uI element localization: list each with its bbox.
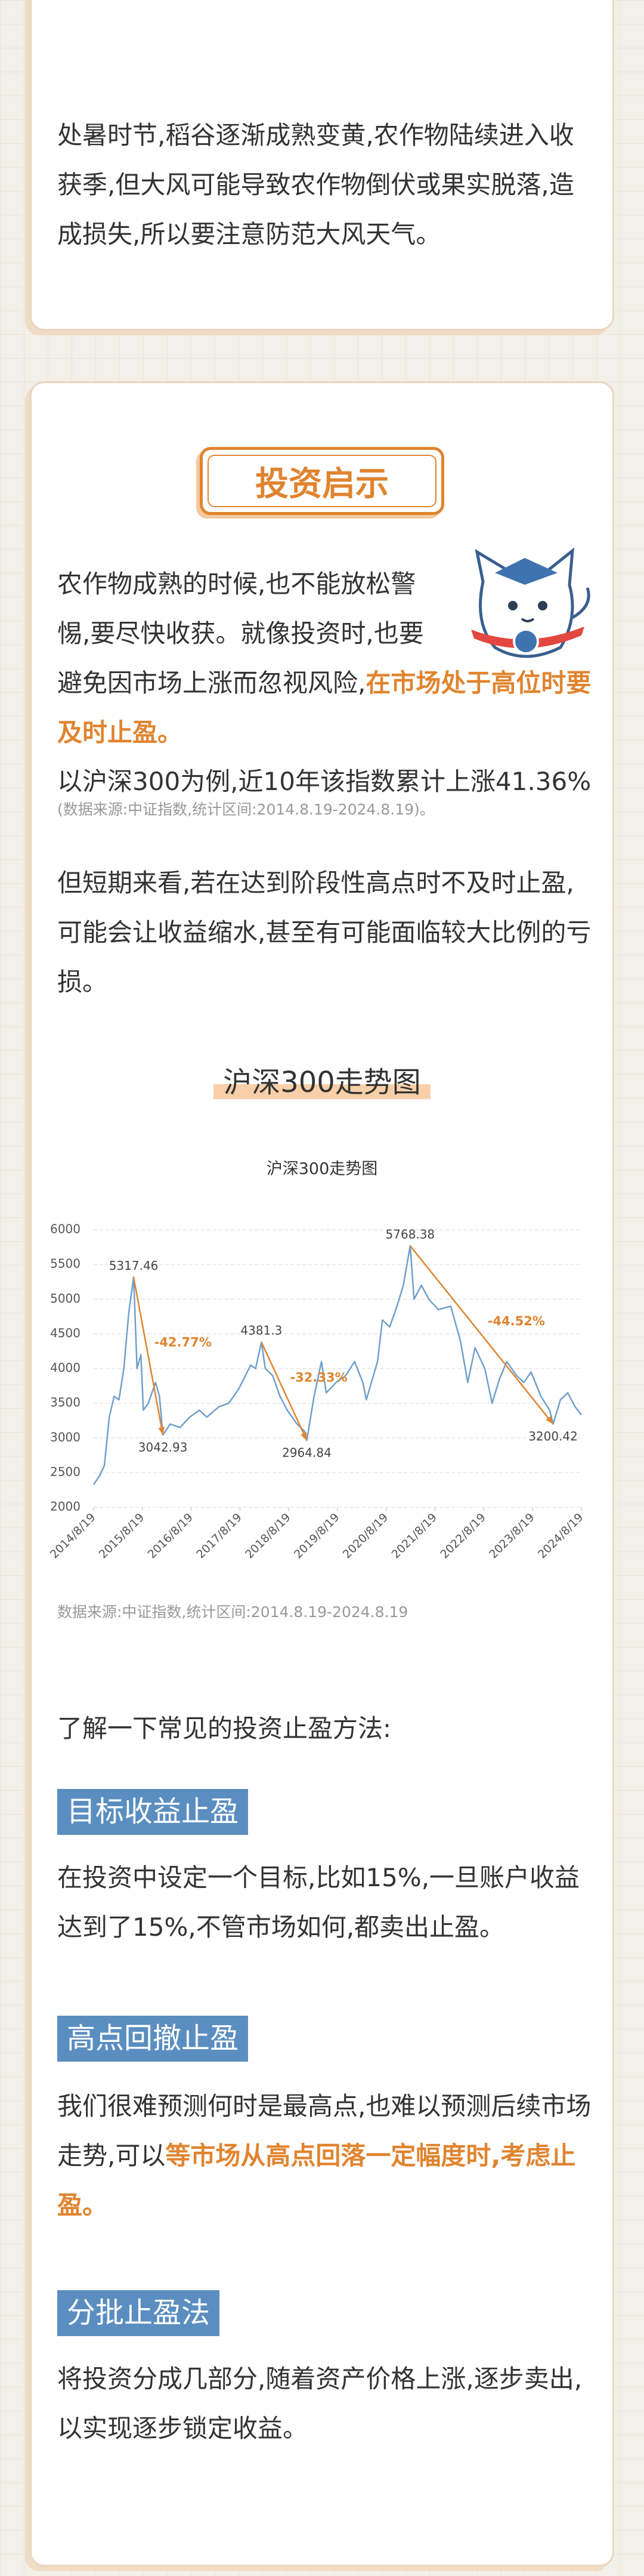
chart-title: 沪深300走势图: [267, 1160, 378, 1179]
extreme-label: 4381.3: [240, 1324, 282, 1338]
chart-heading-text: 沪深300走势图: [213, 1066, 431, 1099]
arrow-head: [546, 1415, 553, 1424]
method-heading: 分批止盈法: [57, 2290, 220, 2336]
x-tick-label: 2020/8/19: [340, 1511, 391, 1561]
arrow-head: [301, 1432, 307, 1440]
text: 我们很难预测何时是最高点,也难以预测后续市场走势,可以: [57, 2091, 592, 2170]
x-tick-label: 2015/8/19: [97, 1511, 147, 1561]
example: 以沪深300为例,近10年该指数累计上涨41.36%: [57, 767, 592, 796]
insight-card: [30, 381, 614, 2566]
x-tick-label: 2021/8/19: [389, 1511, 439, 1561]
extreme-label: 3200.42: [528, 1429, 578, 1443]
arrow-head: [158, 1427, 165, 1435]
chart: 沪深300走势图 数据来源:中证指数,统计区间:2014.8.19-2024.8…: [48, 1160, 586, 1621]
badge: 投资启示: [200, 447, 444, 515]
method-text: 在投资中设定一个目标,比如15%,一旦账户收益达到了15%,不管市场如何,都卖出…: [57, 1853, 592, 1952]
drawdown-label: -42.77%: [154, 1335, 212, 1350]
x-tick-label: 2017/8/19: [194, 1511, 244, 1561]
y-tick-label: 2500: [50, 1464, 80, 1479]
x-tick-label: 2023/8/19: [487, 1511, 537, 1561]
highlight: 等市场从高点回落一定幅度时,考虑止盈。: [57, 2141, 576, 2220]
mascot-spacer: [442, 559, 592, 655]
intro-text: 处暑时节,稻谷逐渐成熟变黄,农作物陆续进入收获季,但大风可能导致农作物倒伏或果实…: [57, 121, 574, 249]
x-tick-label: 2014/8/19: [48, 1511, 98, 1561]
extreme-label: 5768.38: [386, 1227, 435, 1241]
text: 将投资分成几部分,随着资产价格上涨,逐步卖出,以实现逐步锁定收益。: [57, 2364, 583, 2443]
x-tick-label: 2024/8/19: [535, 1511, 586, 1561]
index-line: [92, 1245, 582, 1485]
y-tick-label: 4500: [50, 1326, 80, 1340]
y-tick-label: 3000: [50, 1430, 80, 1444]
y-tick-label: 2000: [50, 1500, 80, 1514]
text: 农作物成熟的时候,也不能放松警惕,要尽快收获。就像投资时,也要避免因市场上涨而忽…: [57, 569, 424, 698]
x-tick-label: 2019/8/19: [292, 1511, 342, 1561]
intro-card: [30, 0, 614, 331]
drawdown-label: -44.52%: [488, 1314, 545, 1328]
y-tick-label: 5500: [50, 1257, 80, 1271]
x-tick-label: 2022/8/19: [438, 1511, 488, 1561]
method-text: 我们很难预测何时是最高点,也难以预测后续市场走势,可以等市场从高点回落一定幅度时…: [57, 2081, 592, 2230]
extreme-label: 5317.46: [109, 1258, 159, 1273]
extreme-label: 2964.84: [282, 1445, 332, 1460]
method-text: 将投资分成几部分,随着资产价格上涨,逐步卖出,以实现逐步锁定收益。: [57, 2354, 592, 2453]
method-heading: 高点回撤止盈: [57, 2016, 249, 2062]
text: 在投资中设定一个目标,比如15%,一旦账户收益达到了15%,不管市场如何,都卖出…: [57, 1863, 580, 1942]
example-source: (数据来源:中证指数,统计区间:2014.8.19-2024.8.19)。: [57, 801, 435, 818]
highlight: 在市场处于高位时要及时止盈。: [57, 668, 592, 747]
x-tick-label: 2016/8/19: [145, 1511, 196, 1561]
y-tick-label: 3500: [50, 1395, 80, 1409]
chart-source: 数据来源:中证指数,统计区间:2014.8.19-2024.8.19: [57, 1603, 408, 1621]
paragraph: 农作物成熟的时候,也不能放松警惕,要尽快收获。就像投资时,也要避免因市场上涨而忽…: [57, 559, 592, 757]
drawdown-label: -32.33%: [290, 1371, 347, 1385]
y-tick-label: 5000: [50, 1291, 80, 1306]
methods-lead: 了解一下常见的投资止盈方法:: [57, 1714, 392, 1743]
drawdown-arrow: [409, 1245, 554, 1425]
chart-heading: 沪深300走势图: [0, 1059, 644, 1100]
method-heading: 目标收益止盈: [57, 1789, 249, 1835]
paragraph: 但短期来看,若在达到阶段性高点时不及时止盈,可能会让收益缩水,甚至有可能面临较大…: [57, 868, 592, 997]
mascot: [471, 547, 590, 658]
drawdown-arrow: [132, 1277, 164, 1435]
badge-text: 投资启示: [255, 464, 389, 504]
x-tick-label: 2018/8/19: [243, 1511, 293, 1561]
y-tick-label: 6000: [50, 1222, 80, 1236]
y-tick-label: 4000: [50, 1361, 80, 1375]
drawdown-arrow: [261, 1341, 308, 1441]
extreme-label: 3042.93: [138, 1440, 188, 1454]
